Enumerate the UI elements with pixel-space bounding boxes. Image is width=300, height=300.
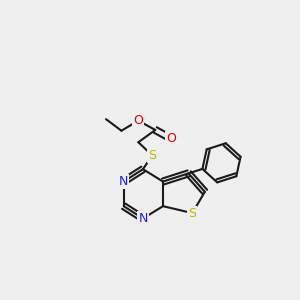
Text: N: N [119,175,128,188]
Text: O: O [166,132,175,145]
Text: S: S [148,149,156,162]
Text: N: N [138,212,148,225]
Text: S: S [188,207,196,220]
Text: O: O [134,114,143,127]
